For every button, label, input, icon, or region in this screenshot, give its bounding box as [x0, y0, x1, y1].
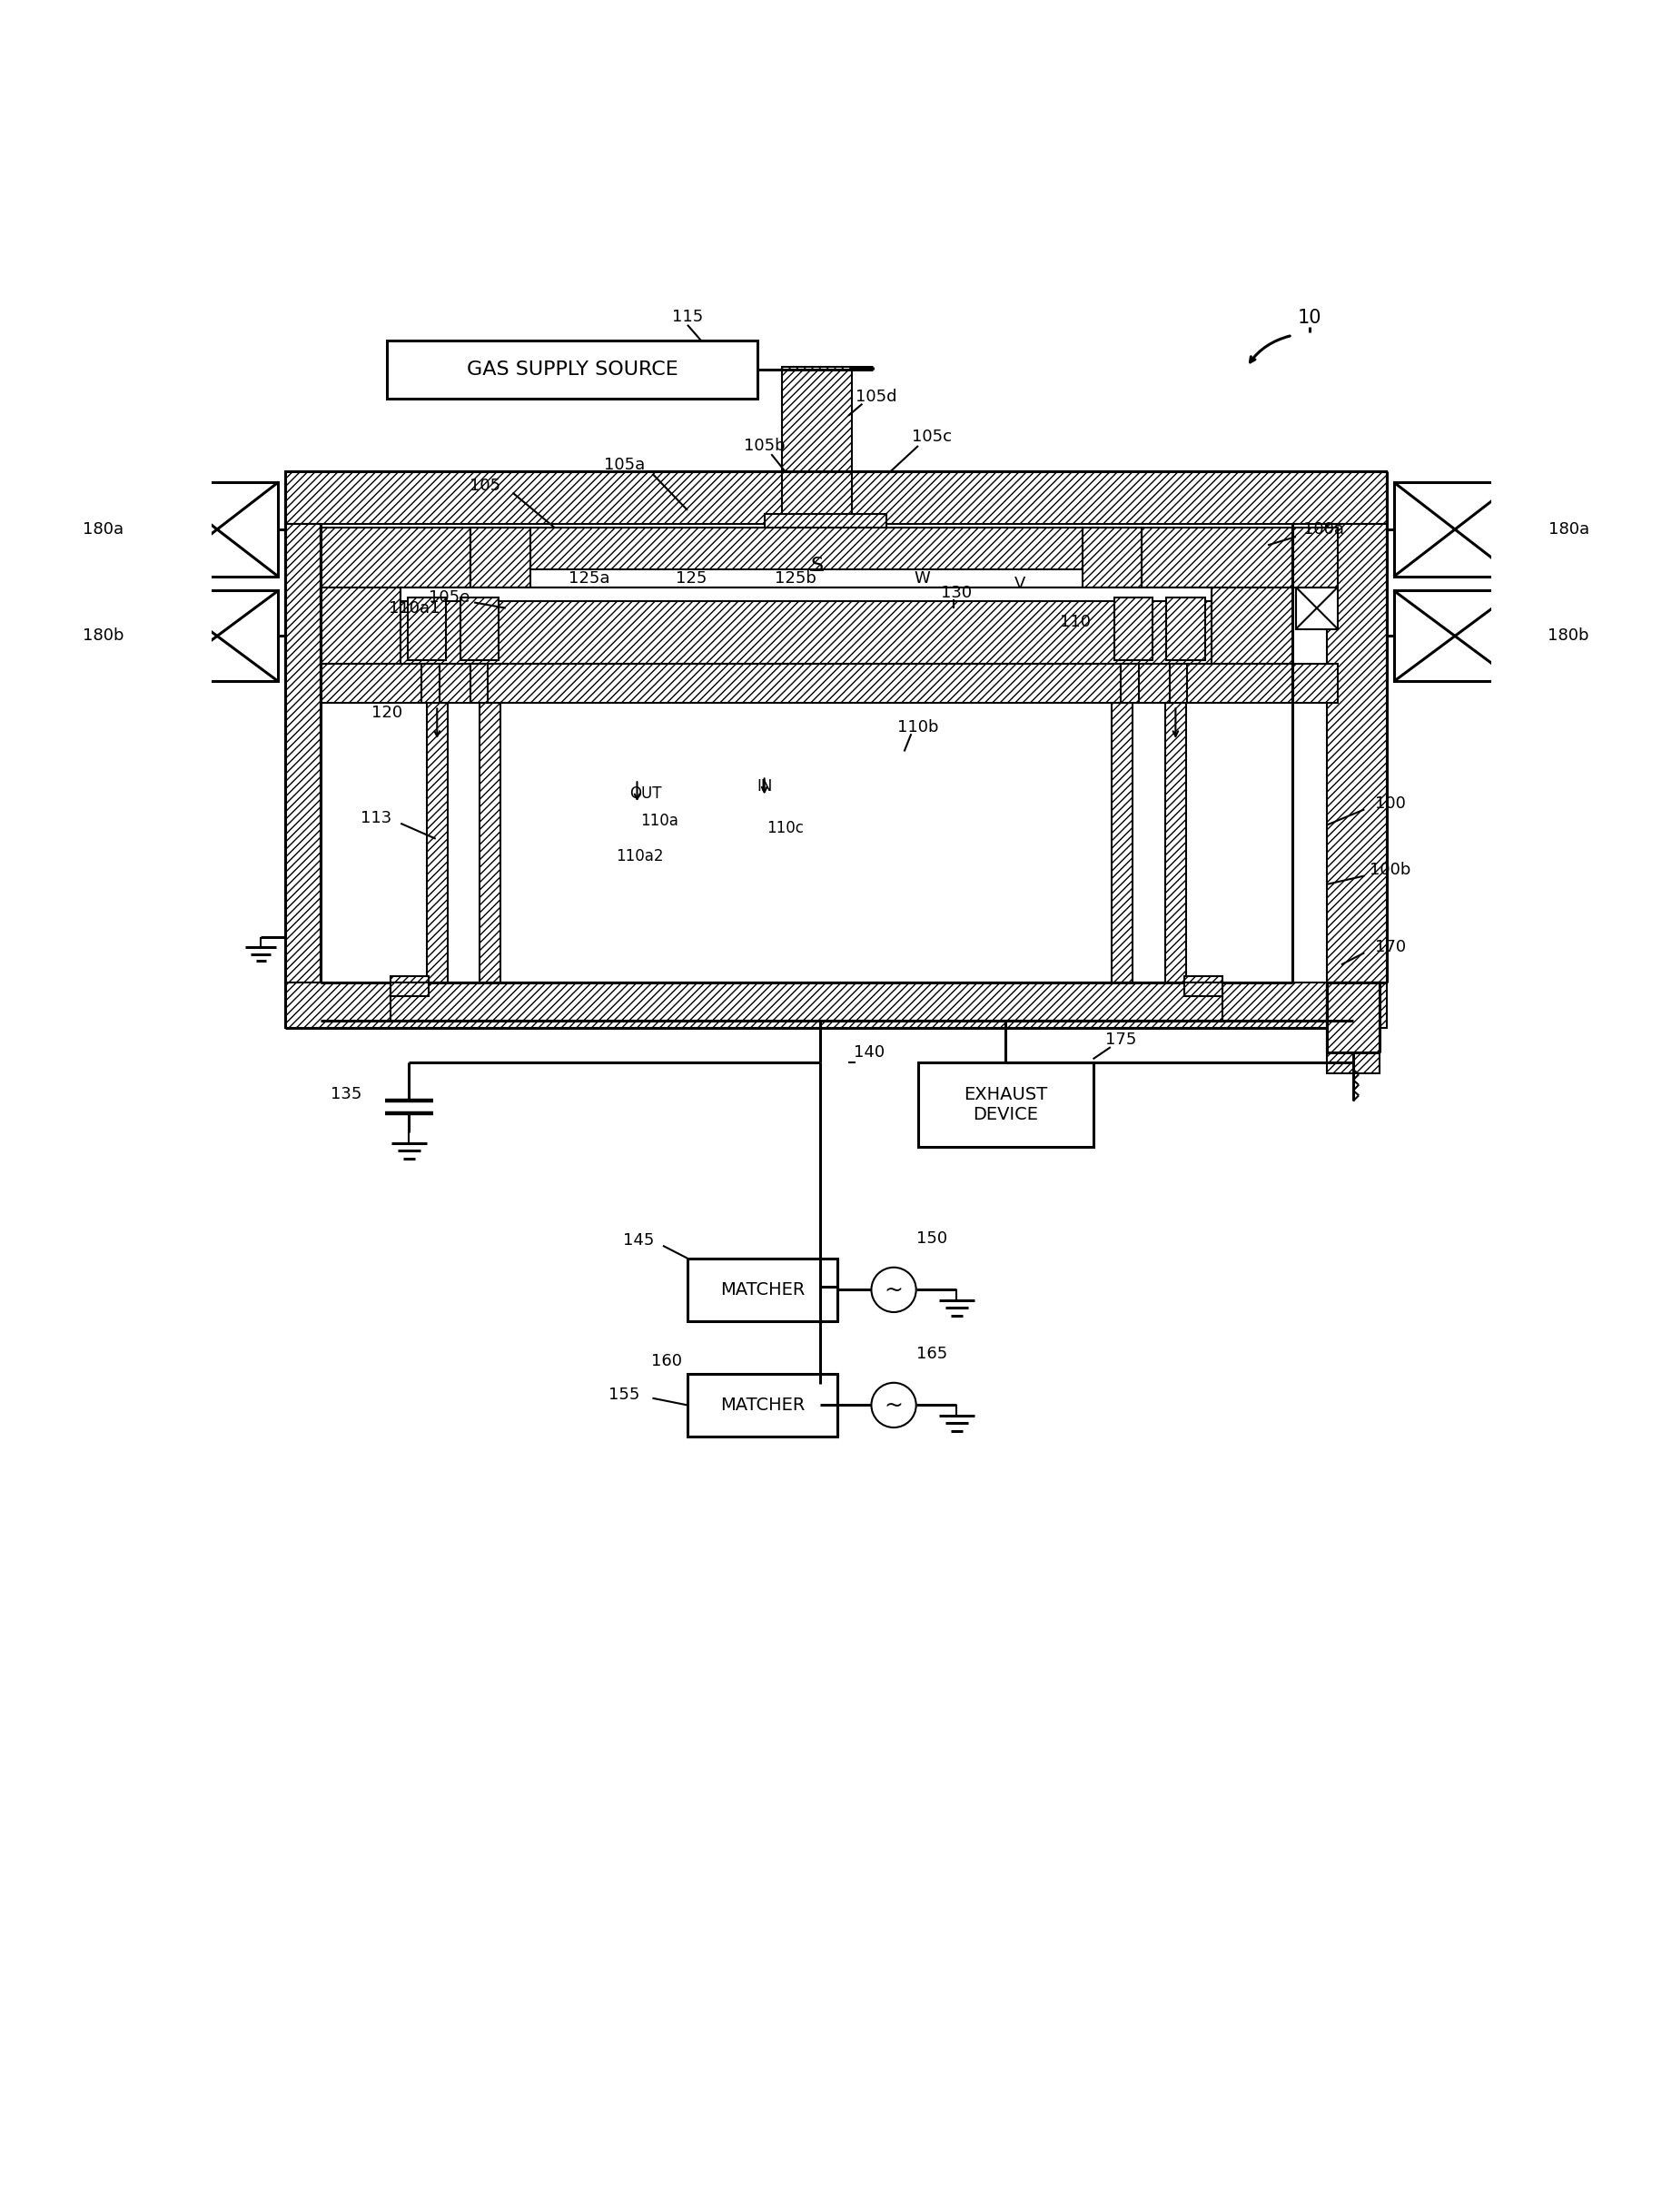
- Bar: [1114, 597, 1152, 661]
- Bar: [1394, 482, 1516, 577]
- Text: 125b: 125b: [774, 571, 816, 586]
- Bar: [470, 529, 1142, 586]
- Text: 155: 155: [608, 1387, 640, 1402]
- Text: MATCHER: MATCHER: [720, 1396, 804, 1413]
- Text: MATCHER: MATCHER: [720, 1281, 804, 1298]
- Bar: [1082, 529, 1142, 586]
- Text: 145: 145: [623, 1232, 655, 1250]
- Circle shape: [871, 1267, 916, 1312]
- Text: 115: 115: [671, 307, 703, 325]
- Bar: [321, 586, 401, 664]
- Text: OUT: OUT: [630, 785, 661, 801]
- Bar: [286, 982, 1386, 1029]
- Text: 105b: 105b: [743, 438, 784, 453]
- Text: 125a: 125a: [568, 571, 610, 586]
- Text: ~: ~: [884, 1279, 902, 1301]
- Text: 110b: 110b: [897, 719, 939, 734]
- Bar: [1183, 975, 1223, 982]
- Bar: [1165, 703, 1187, 982]
- Bar: [1328, 982, 1379, 1073]
- Bar: [460, 597, 499, 661]
- Text: 120: 120: [371, 706, 402, 721]
- Bar: [1167, 597, 1205, 661]
- Text: 180a: 180a: [83, 520, 125, 538]
- Text: 140: 140: [854, 1044, 884, 1060]
- Text: 175: 175: [1105, 1033, 1137, 1048]
- Bar: [391, 982, 1223, 1020]
- Bar: [1183, 982, 1223, 995]
- Text: 100b: 100b: [1369, 863, 1411, 878]
- Bar: [1394, 591, 1516, 681]
- Bar: [470, 529, 530, 586]
- Text: 113: 113: [361, 810, 392, 825]
- Text: 110c: 110c: [766, 821, 804, 836]
- Text: 110a2: 110a2: [617, 847, 663, 865]
- Bar: [1293, 664, 1338, 703]
- Bar: [391, 975, 429, 982]
- Bar: [286, 471, 1386, 524]
- Bar: [480, 703, 500, 982]
- Text: 105a: 105a: [603, 456, 645, 473]
- Bar: [765, 513, 888, 544]
- Bar: [407, 597, 445, 661]
- Text: 165: 165: [917, 1345, 947, 1363]
- Text: 135: 135: [331, 1086, 362, 1102]
- Text: 110a1: 110a1: [389, 599, 440, 617]
- Bar: [781, 367, 851, 531]
- Bar: [1328, 524, 1386, 982]
- Text: ~: ~: [884, 1394, 902, 1416]
- Text: 130: 130: [941, 584, 972, 602]
- Bar: [1212, 586, 1293, 664]
- Text: 180b: 180b: [1547, 628, 1589, 644]
- Text: IN: IN: [756, 779, 773, 794]
- Bar: [470, 664, 489, 703]
- Text: 105: 105: [469, 478, 500, 493]
- Bar: [387, 341, 758, 398]
- Bar: [156, 591, 278, 681]
- Bar: [422, 664, 439, 703]
- Bar: [427, 703, 447, 982]
- Bar: [1142, 529, 1293, 586]
- Text: 10: 10: [1298, 310, 1321, 327]
- Text: 100: 100: [1374, 796, 1406, 812]
- Text: EXHAUST
DEVICE: EXHAUST DEVICE: [964, 1086, 1047, 1124]
- Text: 170: 170: [1374, 938, 1406, 956]
- Bar: [688, 1374, 838, 1436]
- Bar: [1328, 982, 1379, 1053]
- Text: 125: 125: [675, 571, 706, 586]
- Text: 100a: 100a: [1303, 522, 1345, 538]
- Text: 150: 150: [917, 1230, 947, 1248]
- Text: W: W: [914, 571, 929, 586]
- Bar: [321, 664, 1293, 703]
- Text: GAS SUPPLY SOURCE: GAS SUPPLY SOURCE: [467, 361, 678, 378]
- Bar: [401, 586, 1212, 602]
- Bar: [401, 586, 1212, 664]
- Bar: [1120, 664, 1138, 703]
- Bar: [688, 1259, 838, 1321]
- Text: 110a: 110a: [640, 814, 678, 830]
- Bar: [1112, 703, 1133, 982]
- Bar: [286, 524, 321, 982]
- Bar: [470, 571, 1142, 586]
- Bar: [1170, 664, 1187, 703]
- Bar: [1296, 586, 1338, 628]
- Bar: [391, 982, 429, 995]
- Text: 160: 160: [652, 1354, 681, 1369]
- Circle shape: [871, 1382, 916, 1427]
- Bar: [1293, 529, 1338, 586]
- Bar: [917, 1062, 1094, 1146]
- Text: 105e: 105e: [429, 588, 470, 606]
- Text: 105c: 105c: [912, 429, 952, 445]
- Bar: [321, 529, 470, 586]
- Text: 180b: 180b: [83, 628, 125, 644]
- Text: 180a: 180a: [1547, 520, 1589, 538]
- Text: V: V: [1014, 575, 1025, 593]
- Text: 110: 110: [1060, 615, 1090, 630]
- Text: S: S: [811, 557, 823, 575]
- Bar: [156, 482, 278, 577]
- Text: 105d: 105d: [856, 389, 897, 405]
